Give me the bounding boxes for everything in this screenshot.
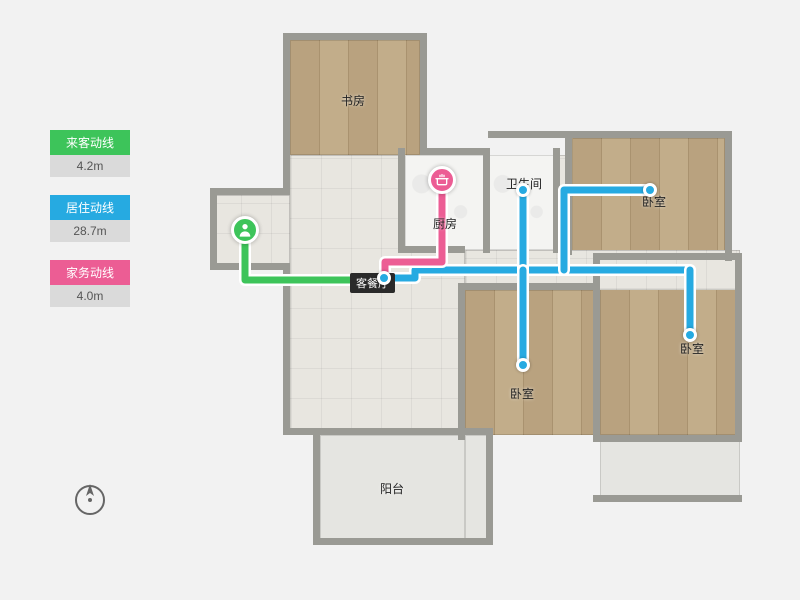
wall [488, 131, 732, 138]
wall [283, 263, 290, 435]
flow-endpoint-blue [516, 358, 530, 372]
room-label-kitchen: 厨房 [433, 215, 457, 232]
wall [458, 283, 598, 290]
kitchen-marker-icon [428, 166, 456, 194]
wall [313, 428, 320, 545]
wall [313, 538, 493, 545]
legend-guest-value: 4.2m [50, 155, 130, 177]
room-label-bedroom_se: 卧室 [680, 340, 704, 357]
wall [565, 131, 572, 255]
legend-living-label: 居住动线 [50, 195, 130, 220]
wall [420, 33, 427, 155]
person-marker-icon [231, 216, 259, 244]
room-util_se [600, 435, 740, 500]
legend-item-living: 居住动线 28.7m [50, 195, 130, 242]
wall [593, 435, 742, 442]
legend-chores-value: 4.0m [50, 285, 130, 307]
legend-item-guest: 来客动线 4.2m [50, 130, 130, 177]
legend-living-value: 28.7m [50, 220, 130, 242]
wall [593, 495, 742, 502]
flow-endpoint-blue [377, 271, 391, 285]
wall [553, 148, 560, 253]
wall [283, 33, 427, 40]
wall [486, 428, 493, 545]
wall [210, 188, 217, 270]
compass-icon [70, 480, 110, 520]
legend-chores-label: 家务动线 [50, 260, 130, 285]
room-label-study: 书房 [341, 92, 365, 109]
wall [725, 131, 732, 261]
room-bedroom_s [465, 290, 595, 435]
flow-endpoint-blue [683, 328, 697, 342]
room-label-balcony: 阳台 [380, 480, 404, 497]
flow-endpoint-blue [516, 183, 530, 197]
legend-guest-label: 来客动线 [50, 130, 130, 155]
wall [420, 148, 490, 155]
wall [593, 253, 742, 260]
room-bathroom [488, 155, 558, 250]
wall [283, 33, 290, 195]
wall [458, 283, 465, 440]
wall [398, 148, 405, 253]
flow-endpoint-blue [643, 183, 657, 197]
wall [210, 188, 290, 195]
legend-item-chores: 家务动线 4.0m [50, 260, 130, 307]
legend: 来客动线 4.2m 居住动线 28.7m 家务动线 4.0m [50, 130, 130, 325]
wall [283, 428, 320, 435]
wall [735, 253, 742, 440]
wall [313, 428, 465, 435]
wall [398, 246, 465, 253]
room-label-bedroom_s: 卧室 [510, 385, 534, 402]
wall [593, 253, 600, 440]
wall [483, 148, 490, 253]
wall [210, 263, 290, 270]
floorplan: 书房客餐厅厨房卫生间卧室卧室卧室阳台 [210, 30, 750, 570]
